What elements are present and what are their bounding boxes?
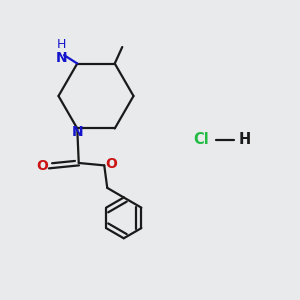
Text: Cl: Cl — [193, 132, 209, 147]
Text: O: O — [105, 157, 117, 171]
Text: O: O — [36, 159, 48, 173]
Text: H: H — [57, 38, 66, 51]
Text: N: N — [72, 125, 83, 139]
Text: N: N — [56, 51, 68, 65]
Text: H: H — [238, 132, 250, 147]
